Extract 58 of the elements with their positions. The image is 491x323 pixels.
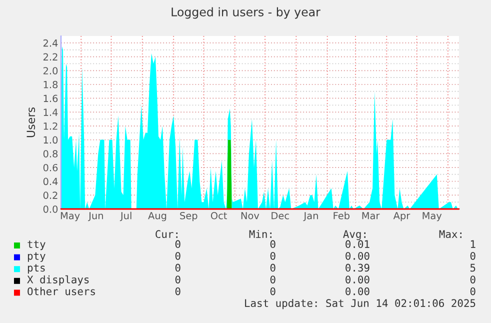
x-tick-label: May — [422, 212, 442, 222]
text: 5 — [470, 264, 476, 272]
y-tick-label: 2.4 — [43, 39, 58, 47]
y-tick-label: 1.2 — [44, 122, 58, 130]
text: Min: — [249, 230, 272, 238]
legend-label: pty — [28, 252, 46, 262]
x-tick-label: Mar — [362, 212, 380, 220]
y-tick-label: 2.2 — [43, 53, 58, 60]
text: 1 — [470, 240, 476, 248]
y-tick-label: 1.8 — [44, 80, 58, 88]
text: 0 — [270, 276, 276, 284]
text: 0.39 — [346, 264, 370, 272]
y-tick-label: 1.4 — [44, 108, 58, 116]
y-tick-label: 1.6 — [44, 94, 58, 102]
x-tick-label: Oct — [210, 212, 227, 220]
legend-label: X displays — [27, 275, 89, 286]
chart-title: Logged in users - by year — [172, 7, 320, 19]
text: 0 — [270, 240, 276, 248]
x-tick-label: Sep — [180, 212, 198, 222]
text: 0 — [270, 287, 276, 296]
x-tick-label: Jan — [303, 212, 318, 222]
y-tick-label: 0.6 — [43, 164, 58, 172]
y-tick-label: 0.0 — [43, 205, 58, 213]
y-tick-label: 0.2 — [43, 192, 58, 199]
text: 0.00 — [346, 252, 370, 260]
y-tick-label: 0.8 — [43, 150, 58, 158]
text: 0 — [175, 264, 180, 272]
text: 0.00 — [346, 287, 370, 296]
x-tick-label: Aug — [148, 212, 166, 222]
x-tick-label: Dec — [272, 212, 289, 220]
x-tick-label: May — [60, 212, 80, 222]
legend-label: Other users — [28, 287, 95, 296]
y-axis-title: Users — [26, 107, 36, 138]
text: 0 — [270, 252, 276, 260]
text: 0 — [470, 252, 476, 260]
legend-label: tty — [28, 240, 46, 250]
legend-label: pts — [28, 264, 45, 274]
text: Cur: — [156, 230, 178, 238]
y-tick-label: 0.4 — [43, 178, 58, 186]
text: 0 — [175, 240, 180, 248]
text: Max: — [439, 230, 462, 238]
text: 0 — [175, 287, 180, 296]
text: 0 — [470, 287, 476, 296]
y-tick-label: 2.0 — [43, 67, 58, 74]
text: 0 — [270, 264, 276, 272]
text: 0.00 — [346, 276, 370, 284]
text: 0.01 — [346, 240, 370, 248]
x-tick-label: Nov — [241, 212, 260, 220]
x-tick-label: Feb — [334, 212, 350, 220]
x-tick-label: Jun — [88, 212, 103, 222]
text: 0 — [470, 276, 476, 284]
text: Avg: — [343, 230, 366, 240]
text: 0 — [175, 252, 180, 260]
text: Last update: Sat Jun 14 02:01:06 2025 — [245, 298, 476, 310]
x-tick-label: Apr — [393, 212, 410, 222]
x-tick-label: Jul — [120, 212, 132, 222]
text: 0 — [175, 276, 180, 284]
y-tick-label: 1.0 — [44, 136, 58, 144]
